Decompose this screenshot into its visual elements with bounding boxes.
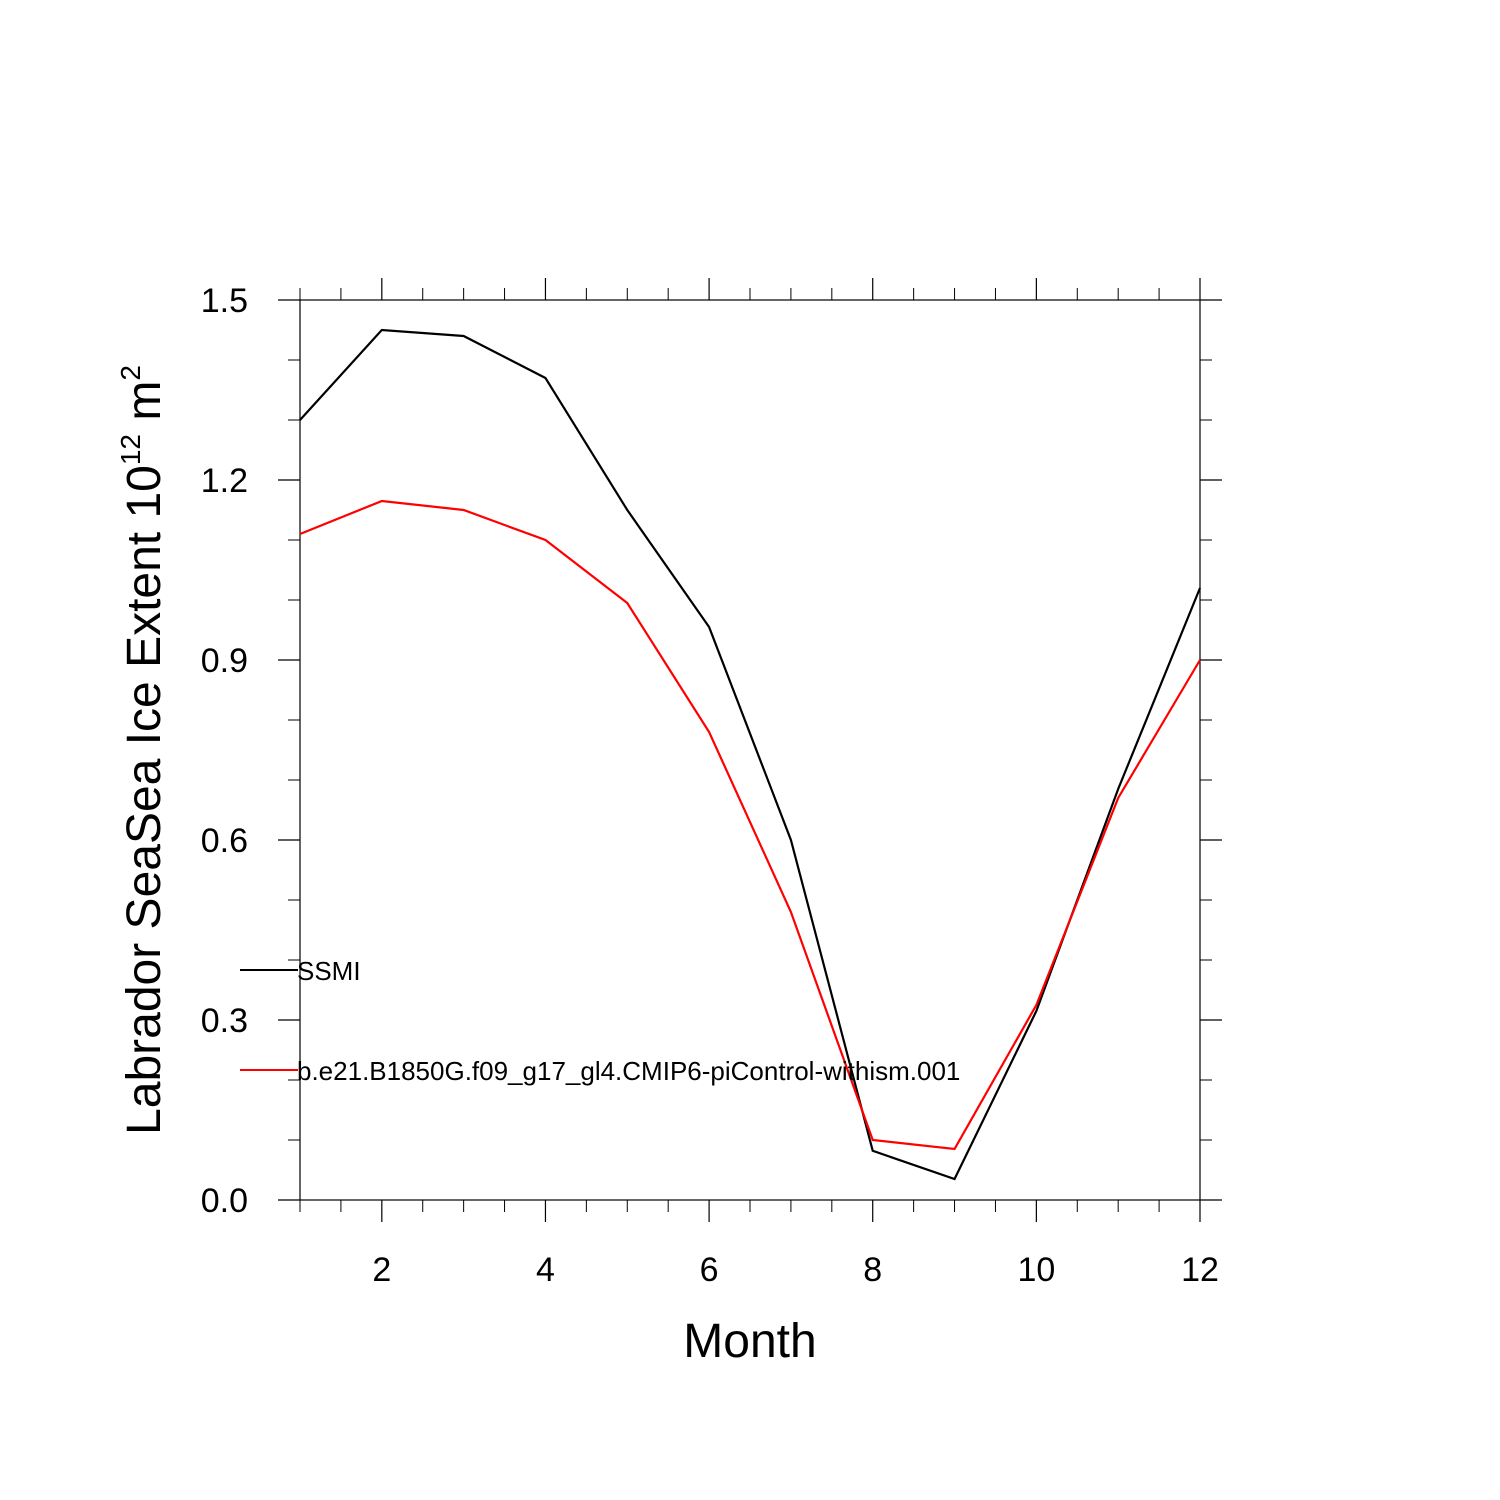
y-axis-title-unit-exponent: 2	[115, 365, 146, 381]
x-tick-label: 10	[1017, 1251, 1055, 1289]
y-tick-label: 1.5	[201, 282, 248, 320]
y-tick-label: 0.0	[201, 1182, 248, 1220]
series-lines	[299, 328, 1202, 1181]
legend: SSMI b.e21.B1850G.f09_g17_gl4.CMIP6-piCo…	[240, 956, 960, 1086]
y-tick-label: 1.2	[201, 462, 248, 500]
series-line-ssmi	[299, 328, 1202, 1181]
y-axis-title: Labrador SeaSea Ice Extent 1012 m2	[115, 365, 171, 1135]
y-axis-title-exponent: 12	[115, 434, 146, 465]
y-axis-title-main: Labrador SeaSea Ice Extent 10	[118, 465, 171, 1135]
x-tick-label: 8	[863, 1251, 882, 1289]
y-tick-label: 0.3	[201, 1002, 248, 1040]
x-tick-label: 12	[1181, 1251, 1219, 1289]
x-tick-label: 6	[700, 1251, 719, 1289]
legend-label-ssmi: SSMI	[297, 956, 361, 986]
series-line-model	[299, 499, 1201, 1151]
major-ticks	[278, 278, 1222, 1222]
plot-frame	[299, 299, 1201, 1201]
legend-label-model: b.e21.B1850G.f09_g17_gl4.CMIP6-piControl…	[297, 1056, 960, 1086]
x-tick-label: 2	[372, 1251, 391, 1289]
y-tick-labels: 0.0 0.3 0.6 0.9 1.2 1.5	[201, 282, 248, 1220]
x-tick-label: 4	[536, 1251, 555, 1289]
x-axis-title: Month	[683, 1315, 816, 1368]
y-tick-label: 0.6	[201, 822, 248, 860]
x-tick-labels: 2 4 6 8 10 12	[372, 1251, 1219, 1289]
minor-ticks	[288, 288, 1212, 1212]
y-tick-label: 0.9	[201, 642, 248, 680]
y-axis-title-unit: m	[118, 381, 171, 421]
y-axis-title-space	[118, 421, 171, 434]
